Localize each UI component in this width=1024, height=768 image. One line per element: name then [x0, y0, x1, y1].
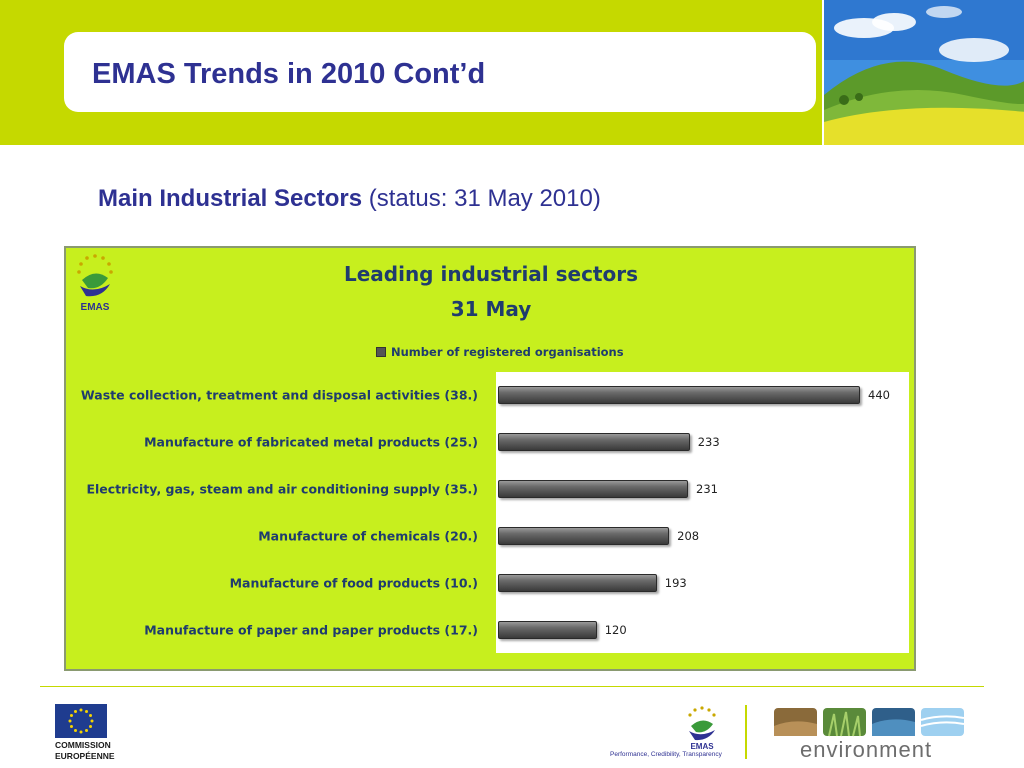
legend-label: Number of registered organisations — [391, 345, 624, 359]
bar-5 — [498, 620, 597, 639]
subtitle-bold: Main Industrial Sectors — [98, 185, 363, 212]
eu-star — [69, 714, 73, 717]
ec-line2: EUROPÉENNE — [55, 751, 115, 761]
eu-star — [79, 708, 83, 712]
category-label-3: Manufacture of chemicals (20.) — [258, 528, 478, 544]
chart-panel: EMAS Leading industrial sectors 31 May N… — [64, 246, 916, 671]
section-subtitle: Main Industrial Sectors (status: 31 May … — [98, 185, 601, 213]
eu-star — [68, 719, 72, 723]
landscape-image — [822, 0, 1024, 145]
european-commission-logo-icon — [55, 704, 107, 738]
category-label-5: Manufacture of paper and paper products … — [144, 622, 478, 638]
landscape-illustration — [824, 0, 1024, 145]
ec-label: COMMISSION EUROPÉENNE — [55, 740, 115, 762]
chart-legend: Number of registered organisations — [376, 345, 624, 359]
title-box: EMAS Trends in 2010 Cont’d — [64, 32, 816, 112]
eu-star — [69, 725, 73, 728]
chart-title-line2: 31 May — [450, 297, 532, 321]
footer-divider — [40, 686, 984, 687]
emas-footer-text: EMAS — [690, 742, 714, 750]
subtitle-status: (status: 31 May 2010) — [362, 185, 601, 212]
value-label-3: 208 — [677, 528, 700, 543]
eu-star — [79, 730, 83, 734]
ec-line1: COMMISSION — [55, 740, 111, 750]
chart-title-line1: Leading industrial sectors — [343, 262, 639, 286]
emas-tagline: Performance, Credibility, Transparency — [610, 751, 722, 758]
eu-star — [90, 719, 94, 723]
category-label-1: Manufacture of fabricated metal products… — [144, 434, 478, 450]
environment-label: environment — [800, 737, 933, 762]
value-label-1: 233 — [697, 435, 720, 450]
value-label-2: 231 — [696, 482, 718, 497]
emas-footer-logo-icon: EMAS — [688, 706, 716, 750]
bar-3 — [498, 526, 670, 545]
category-label-0: Waste collection, treatment and disposal… — [80, 387, 478, 403]
bar-2 — [498, 480, 689, 499]
environment-logo-icon — [774, 708, 964, 737]
plot-area: 440 233 231 208 193 120 — [496, 372, 909, 653]
eu-star — [89, 714, 93, 717]
eu-star — [85, 709, 88, 713]
legend-swatch — [376, 347, 386, 357]
value-label-0: 440 — [868, 388, 890, 403]
footer-separator — [745, 705, 747, 759]
eu-star — [89, 725, 93, 728]
eu-star — [74, 709, 77, 713]
eu-star — [74, 729, 77, 733]
eu-star — [85, 729, 88, 733]
category-label-2: Electricity, gas, steam and air conditio… — [86, 481, 478, 497]
bar-4 — [498, 573, 657, 592]
value-label-5: 120 — [604, 622, 627, 637]
category-label-4: Manufacture of food products (10.) — [229, 575, 478, 591]
bar-1 — [498, 433, 690, 452]
page-title: EMAS Trends in 2010 Cont’d — [92, 58, 486, 90]
emas-logo-icon: EMAS — [77, 254, 113, 313]
emas-logo-text: EMAS — [81, 302, 110, 313]
value-label-4: 193 — [664, 575, 687, 590]
bar-0 — [498, 386, 860, 405]
